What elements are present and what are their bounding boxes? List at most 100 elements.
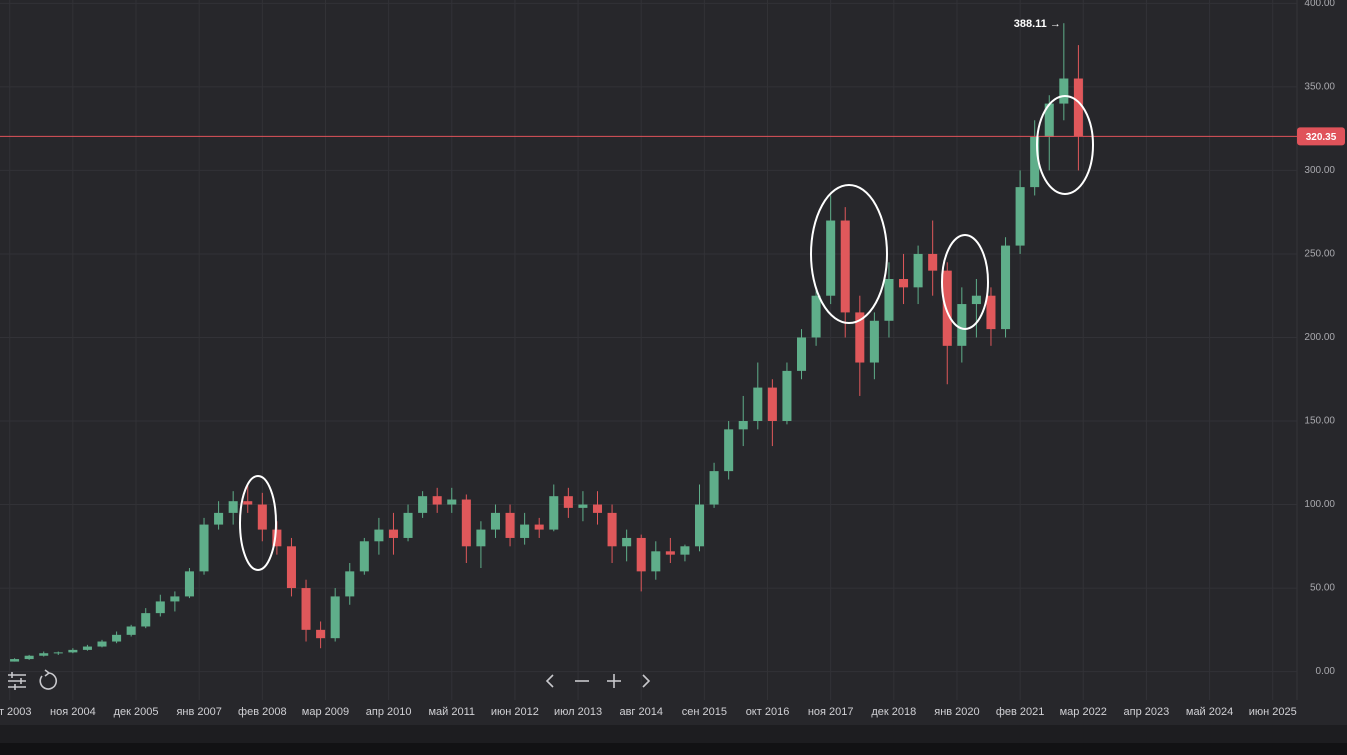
candle-body [1015, 187, 1025, 246]
candle-body [694, 504, 705, 547]
candle-body [651, 551, 661, 572]
candle-body [432, 496, 442, 505]
candle-body [272, 529, 282, 547]
candle-body [855, 312, 865, 363]
x-tick-label: май 2011 [428, 706, 475, 718]
candle-body [461, 499, 471, 547]
candle-body [578, 504, 588, 508]
candle-body [359, 541, 369, 572]
last-price-label: 320.35 [1306, 132, 1337, 143]
background [0, 0, 1347, 725]
candle-body [39, 653, 49, 656]
candle-body [1044, 103, 1054, 137]
candle-body [1030, 136, 1040, 188]
x-tick-label: фев 2021 [996, 706, 1045, 718]
x-tick-label: янв 2020 [934, 706, 979, 718]
candle-body [170, 596, 180, 602]
y-tick-label: 300.00 [1304, 165, 1335, 176]
candle-body [811, 295, 821, 338]
x-tick-label: окт 2016 [746, 706, 790, 718]
candle-body [796, 337, 807, 371]
candle-body [228, 501, 238, 513]
candle-body [505, 512, 515, 538]
y-tick-label: 200.00 [1304, 332, 1335, 343]
drawings [239, 95, 1094, 571]
candle-body [1073, 78, 1083, 137]
last-price-badge [1297, 127, 1345, 146]
x-tick-label: мар 2009 [302, 706, 349, 718]
plot-area [0, 23, 1297, 662]
candle-body [68, 649, 78, 653]
x-tick-label: янв 2007 [176, 706, 221, 718]
candle-body [345, 571, 355, 597]
candle-body [942, 270, 952, 346]
candle-body [767, 387, 777, 422]
candle-body [112, 634, 122, 642]
scroll-left-button[interactable] [545, 674, 554, 688]
x-tick-label: дек 2005 [114, 706, 159, 718]
candle-body [840, 220, 850, 313]
x-tick-label: июн 2012 [491, 706, 539, 718]
grid [0, 0, 1297, 700]
candle-body [374, 529, 384, 542]
candle-body [636, 537, 646, 572]
candle-body [330, 596, 340, 639]
candle-body [388, 529, 398, 538]
candle-body [10, 659, 20, 662]
candle-body [549, 496, 559, 530]
ellipse-drawing[interactable] [941, 234, 989, 330]
candle-body [141, 613, 151, 627]
ellipse-drawing[interactable] [810, 184, 888, 324]
candle-body [899, 278, 909, 288]
candle-body [418, 496, 428, 513]
candle-body [1059, 78, 1069, 104]
high-annotation: 388.11 → [1014, 18, 1061, 30]
candle-body [884, 278, 894, 321]
candle-body [243, 501, 253, 505]
candle-body [913, 253, 923, 288]
candle-body [534, 524, 544, 530]
candle-body [155, 601, 165, 614]
candle-body [592, 504, 603, 513]
candle-body [257, 504, 267, 530]
x-tick-label: ноя 2017 [808, 706, 854, 718]
toolbar [8, 669, 651, 690]
footer-bottom [0, 743, 1347, 755]
ellipse-drawing[interactable] [1036, 95, 1094, 195]
candle-body [53, 652, 63, 654]
candle-body [214, 512, 224, 525]
candle-body [622, 537, 632, 547]
candle-body [184, 571, 194, 597]
x-tick-label: сен 2015 [682, 706, 727, 718]
scroll-right-button[interactable] [642, 674, 651, 688]
candle-body [476, 529, 486, 547]
zoom-in-button[interactable] [607, 674, 621, 688]
candle-body [1001, 245, 1011, 330]
candle-body [753, 387, 763, 422]
candle-body [928, 253, 938, 271]
x-tick-label: дек 2018 [871, 706, 916, 718]
ellipse-drawing[interactable] [239, 475, 277, 571]
candle-body [607, 512, 617, 547]
candle-body [665, 551, 675, 555]
candle-body [869, 320, 879, 363]
candle-body [286, 546, 296, 589]
x-tick-label: апр 2010 [366, 706, 412, 718]
x-tick-label: авг 2014 [619, 706, 663, 718]
x-tick-label: ноя 2004 [50, 706, 96, 718]
reset-button[interactable] [39, 669, 58, 690]
settings-button[interactable] [8, 672, 26, 690]
x-tick-label: мар 2022 [1060, 706, 1107, 718]
y-tick-label: 250.00 [1304, 249, 1335, 260]
x-tick-label: июл 2013 [554, 706, 602, 718]
candle-body [520, 524, 530, 538]
candle-body [986, 295, 996, 330]
candle-body [24, 655, 34, 660]
candle-body [563, 496, 573, 508]
candle-body [301, 588, 311, 630]
axis-labels: 0.00 50.00 100.00 150.00 200.00 250.00 300.00 3… [0, 0, 1345, 718]
candle-body [126, 626, 136, 635]
candle-body [316, 629, 326, 639]
